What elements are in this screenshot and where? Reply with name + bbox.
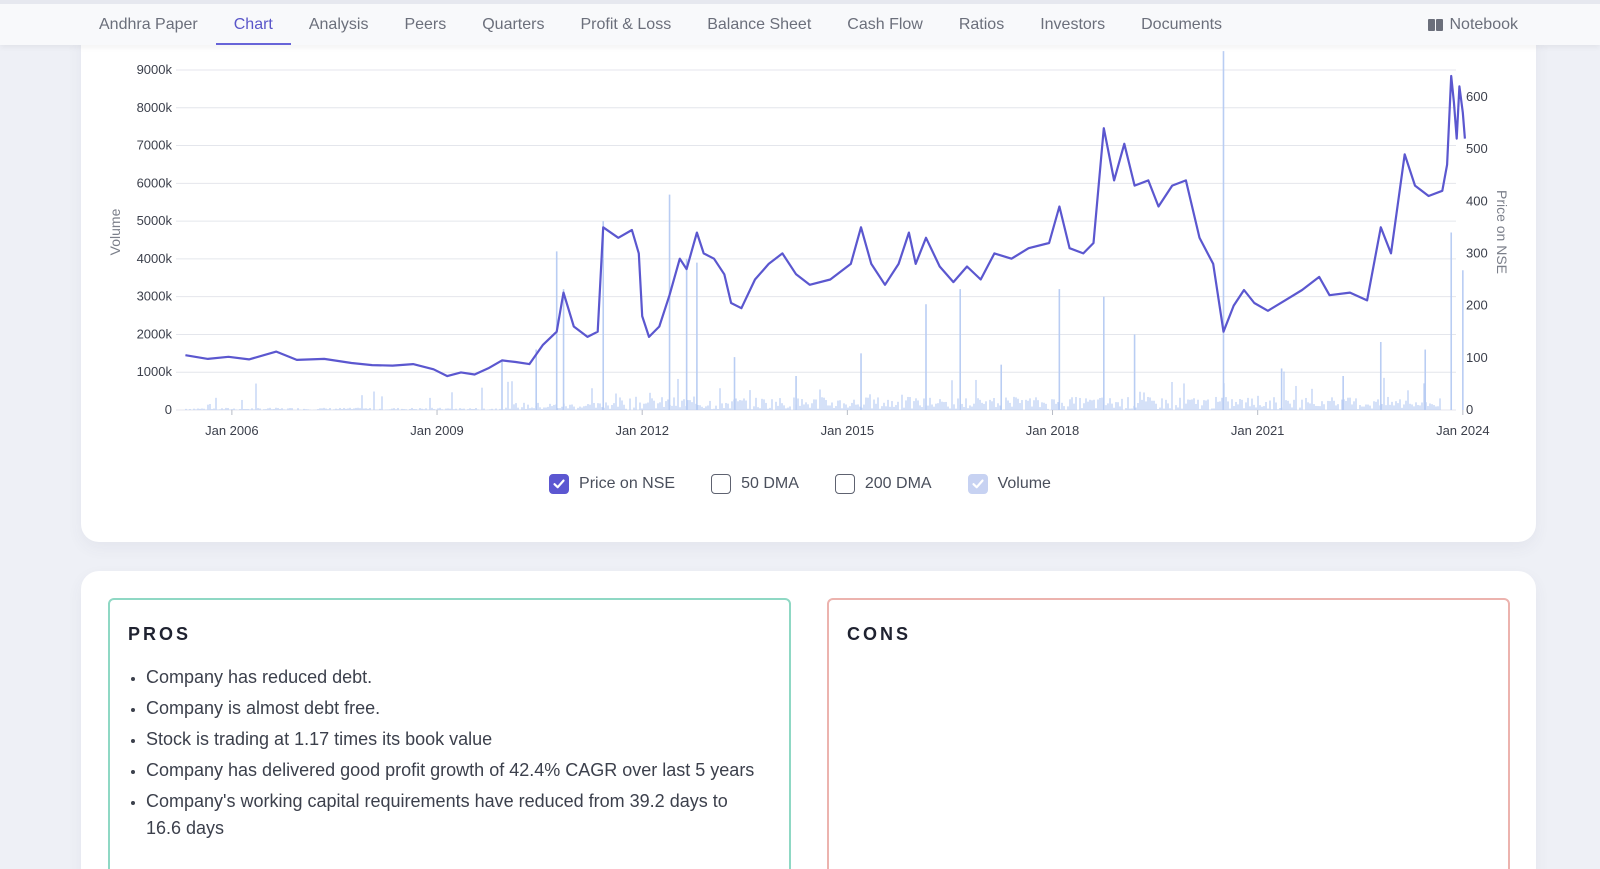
x-tick-label: Jan 2012 xyxy=(615,423,669,438)
right-tick-label: 300 xyxy=(1466,245,1488,260)
x-tick-label: Jan 2024 xyxy=(1436,423,1490,438)
legend-50dma-toggle[interactable]: 50 DMA xyxy=(711,474,799,494)
legend-price-toggle[interactable]: Price on NSE xyxy=(549,474,675,494)
pros-title: PROS xyxy=(128,624,192,644)
top-navigation: Andhra Paper Chart Analysis Peers Quarters Pr… xyxy=(0,0,1600,45)
dma50-legend-label: 50 DMA xyxy=(741,475,799,492)
chart-card xyxy=(81,20,1536,542)
pros-item: Company has delivered good profit growth… xyxy=(146,757,766,784)
left-tick-label: 8000k xyxy=(137,100,173,115)
right-tick-label: 500 xyxy=(1466,141,1488,156)
notebook-link[interactable]: Notebook xyxy=(1427,4,1519,45)
left-tick-label: 9000k xyxy=(137,62,173,77)
x-tick-label: Jan 2006 xyxy=(205,423,259,438)
x-tick-label: Jan 2018 xyxy=(1026,423,1080,438)
tab-investors[interactable]: Investors xyxy=(1040,16,1106,33)
pros-item: Company is almost debt free. xyxy=(146,695,766,722)
tab-profit-loss[interactable]: Profit & Loss xyxy=(580,16,672,33)
price-line xyxy=(185,74,1466,378)
tab-ratios[interactable]: Ratios xyxy=(958,16,1005,33)
tab-chart[interactable]: Chart xyxy=(215,4,291,45)
checkmark-icon xyxy=(553,479,565,489)
x-tick-label: Jan 2015 xyxy=(821,423,875,438)
right-axis-label: Price on NSE xyxy=(1494,190,1510,274)
volume-checkbox[interactable] xyxy=(967,474,988,494)
left-tick-label: 0 xyxy=(165,402,172,417)
left-tick-label: 3000k xyxy=(137,289,173,304)
tab-cash-flow[interactable]: Cash Flow xyxy=(847,16,923,33)
right-tick-label: 0 xyxy=(1466,402,1473,417)
tab-documents[interactable]: Documents xyxy=(1141,16,1223,33)
left-axis-label: Volume xyxy=(107,208,123,255)
tab-andhra-paper[interactable]: Andhra Paper xyxy=(99,16,198,33)
price-volume-chart: 0 1000k 2000k 3000k 4000k 5000k 6000k 7000k 8000… xyxy=(107,51,1510,438)
left-tick-label: 6000k xyxy=(137,175,173,190)
chart-legend: Price on NSE 50 DMA 200 DMA Volume xyxy=(0,470,1600,498)
book-icon xyxy=(1427,18,1443,31)
price-legend-label: Price on NSE xyxy=(579,475,676,492)
dma200-checkbox[interactable] xyxy=(834,474,855,494)
pros-list: Company has reduced debt. Company is almo… xyxy=(146,664,766,846)
x-tick-label: Jan 2009 xyxy=(410,423,464,438)
pros-section: PROS Company has reduced debt. Company is… xyxy=(108,598,791,869)
right-tick-label: 600 xyxy=(1466,89,1488,104)
cons-section: CONS xyxy=(827,598,1510,869)
tab-balance-sheet[interactable]: Balance Sheet xyxy=(707,16,812,33)
x-tick-label: Jan 2021 xyxy=(1231,423,1285,438)
right-tick-label: 100 xyxy=(1466,350,1488,365)
left-tick-label: 5000k xyxy=(137,213,173,228)
pros-item: Stock is trading at 1.17 times its book … xyxy=(146,726,766,753)
tab-analysis[interactable]: Analysis xyxy=(308,16,369,33)
legend-volume-toggle[interactable]: Volume xyxy=(967,474,1051,494)
dma50-checkbox[interactable] xyxy=(711,474,732,494)
left-tick-label: 2000k xyxy=(137,326,173,341)
left-tick-label: 4000k xyxy=(137,251,173,266)
tab-peers[interactable]: Peers xyxy=(404,16,447,33)
price-checkbox[interactable] xyxy=(549,474,570,494)
legend-200dma-toggle[interactable]: 200 DMA xyxy=(834,474,932,494)
right-tick-label: 200 xyxy=(1466,298,1488,313)
pros-item: Company's working capital requirements h… xyxy=(146,788,766,842)
tab-bar: Andhra Paper Chart Analysis Peers Quarters Pr… xyxy=(81,4,1240,45)
cons-title: CONS xyxy=(847,624,912,644)
dma200-legend-label: 200 DMA xyxy=(864,475,932,492)
volume-legend-label: Volume xyxy=(997,475,1051,492)
left-tick-label: 1000k xyxy=(137,364,173,379)
notebook-label: Notebook xyxy=(1449,15,1519,33)
pros-item: Company has reduced debt. xyxy=(146,664,766,691)
right-tick-label: 400 xyxy=(1466,193,1488,208)
tab-quarters[interactable]: Quarters xyxy=(482,16,545,33)
checkmark-icon xyxy=(971,479,984,489)
left-tick-label: 7000k xyxy=(137,138,173,153)
